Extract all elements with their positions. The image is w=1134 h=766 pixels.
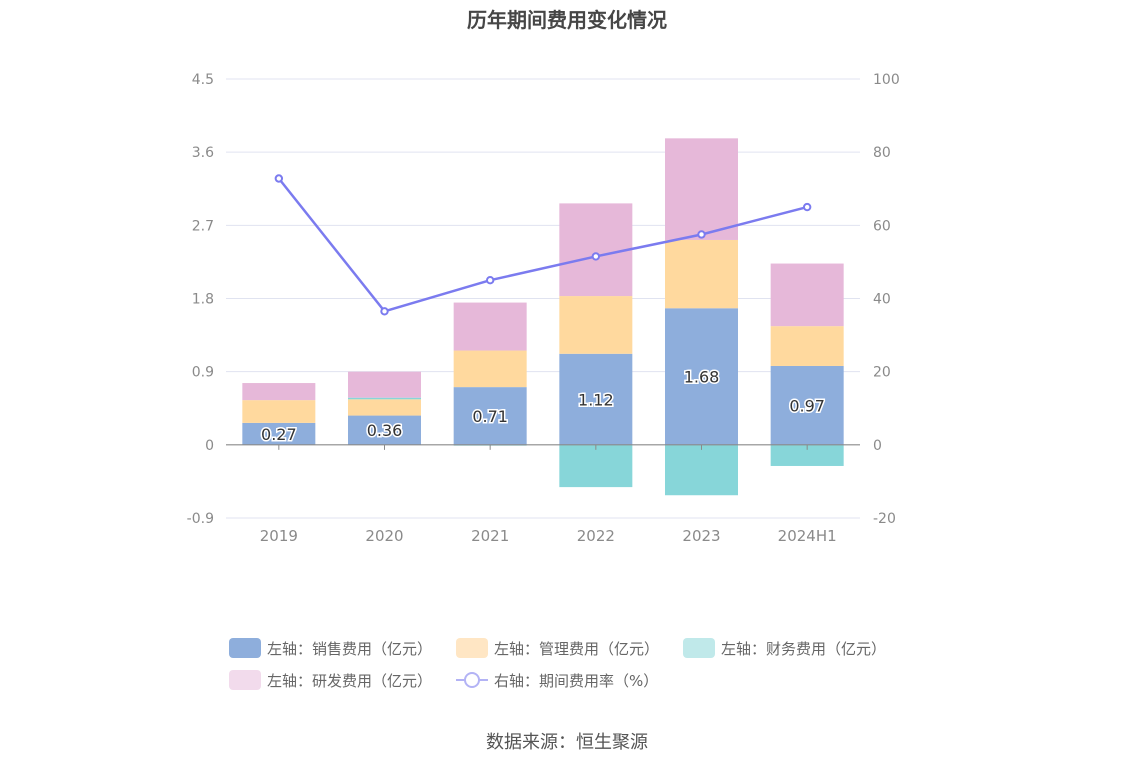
x-tick-label: 2024H1 — [778, 527, 837, 545]
rate-line — [277, 177, 808, 313]
legend: 左轴：销售费用（亿元） 左轴：管理费用（亿元） 左轴：财务费用（亿元） 左轴：研… — [229, 632, 929, 696]
bar-rd — [242, 383, 316, 401]
legend-item-finance-expense[interactable]: 左轴：财务费用（亿元） — [683, 638, 886, 659]
bar-value-label: 1.12 — [578, 390, 614, 409]
y-left-tick-label: 1.8 — [192, 292, 214, 308]
y-right-tick-label: 100 — [873, 72, 900, 88]
legend-label-admin: 左轴：管理费用（亿元） — [494, 639, 660, 658]
bar-sales — [665, 308, 738, 445]
bar-admin — [559, 296, 633, 354]
bar-admin — [665, 239, 738, 309]
y-left-tick-label: 2.7 — [192, 218, 214, 234]
rate-point — [802, 202, 812, 212]
y-right-tick-label: 40 — [873, 292, 891, 308]
bar-finance — [770, 444, 844, 466]
y-right-tick-label: 80 — [873, 145, 891, 161]
y-right-tick-label: -20 — [873, 511, 896, 527]
legend-label-sales: 左轴：销售费用（亿元） — [267, 639, 433, 658]
y-left-tick-label: 0 — [205, 438, 214, 454]
y-right-tick-label: 60 — [873, 218, 891, 234]
rate-point — [485, 276, 495, 285]
bar-value-label: 0.36 — [367, 421, 403, 440]
legend-line-marker-icon — [456, 670, 489, 690]
y-left-tick-label: -0.9 — [187, 511, 214, 527]
rate-point — [591, 252, 601, 261]
rate-point — [274, 174, 284, 183]
bar-rd — [453, 302, 527, 351]
bar-sales — [453, 387, 527, 445]
x-tick-label: 2020 — [365, 527, 403, 545]
bar-value-label: 0.27 — [261, 425, 297, 444]
chart-title: 历年期间费用变化情况 — [467, 8, 667, 32]
bar-rd — [770, 263, 844, 327]
legend-swatch-sales — [229, 638, 261, 658]
bar-value-label: 0.71 — [472, 407, 508, 426]
legend-item-expense-rate[interactable]: 右轴：期间费用率（%） — [456, 670, 658, 691]
legend-swatch-admin — [456, 638, 489, 658]
bar-admin — [348, 399, 421, 416]
y-left-tick-label: 4.5 — [192, 72, 214, 88]
x-tick-label: 2022 — [577, 527, 615, 545]
legend-label-rate: 右轴：期间费用率（%） — [494, 671, 659, 690]
rate-point — [697, 230, 706, 239]
bar-sales — [242, 422, 316, 445]
x-tick-label: 2023 — [682, 527, 720, 545]
legend-item-rd-expense[interactable]: 左轴：研发费用（亿元） — [229, 670, 432, 691]
y-left-tick-label: 3.6 — [192, 145, 214, 161]
x-tick-label: 2019 — [260, 527, 298, 545]
bar-admin — [770, 326, 844, 366]
y-left-tick-label: 0.9 — [192, 365, 214, 381]
bar-finance — [559, 444, 633, 488]
x-tick-label: 2021 — [471, 527, 509, 545]
bar-finance — [348, 397, 421, 400]
legend-label-finance: 左轴：财务费用（亿元） — [721, 639, 887, 658]
bar-value-label: 0.97 — [789, 396, 825, 415]
bar-sales — [348, 415, 421, 445]
bar-rd — [348, 371, 421, 398]
legend-item-sales-expense[interactable]: 左轴：销售费用（亿元） — [229, 638, 432, 659]
legend-swatch-finance — [683, 638, 716, 658]
bar-rd — [559, 203, 633, 297]
source-note: 数据来源：恒生聚源 — [486, 732, 648, 753]
bar-value-label: 1.68 — [684, 368, 720, 387]
bar-sales — [559, 353, 633, 445]
legend-swatch-rd — [229, 670, 261, 690]
y-right-tick-label: 0 — [873, 438, 882, 454]
bar-sales — [770, 365, 844, 445]
bar-admin — [242, 400, 316, 423]
legend-label-rd: 左轴：研发费用（亿元） — [267, 671, 433, 690]
rate-point — [380, 307, 389, 316]
legend-item-admin-expense[interactable]: 左轴：管理费用（亿元） — [456, 638, 659, 659]
bar-rd — [665, 138, 738, 240]
bar-finance — [665, 444, 738, 496]
bar-admin — [453, 350, 527, 388]
chart-plot: -0.9 0 0.9 1.8 2.7 3.6 4.5 -20 0 20 40 60 80 100 2019 0… — [187, 72, 900, 545]
y-right-tick-label: 20 — [873, 365, 891, 381]
